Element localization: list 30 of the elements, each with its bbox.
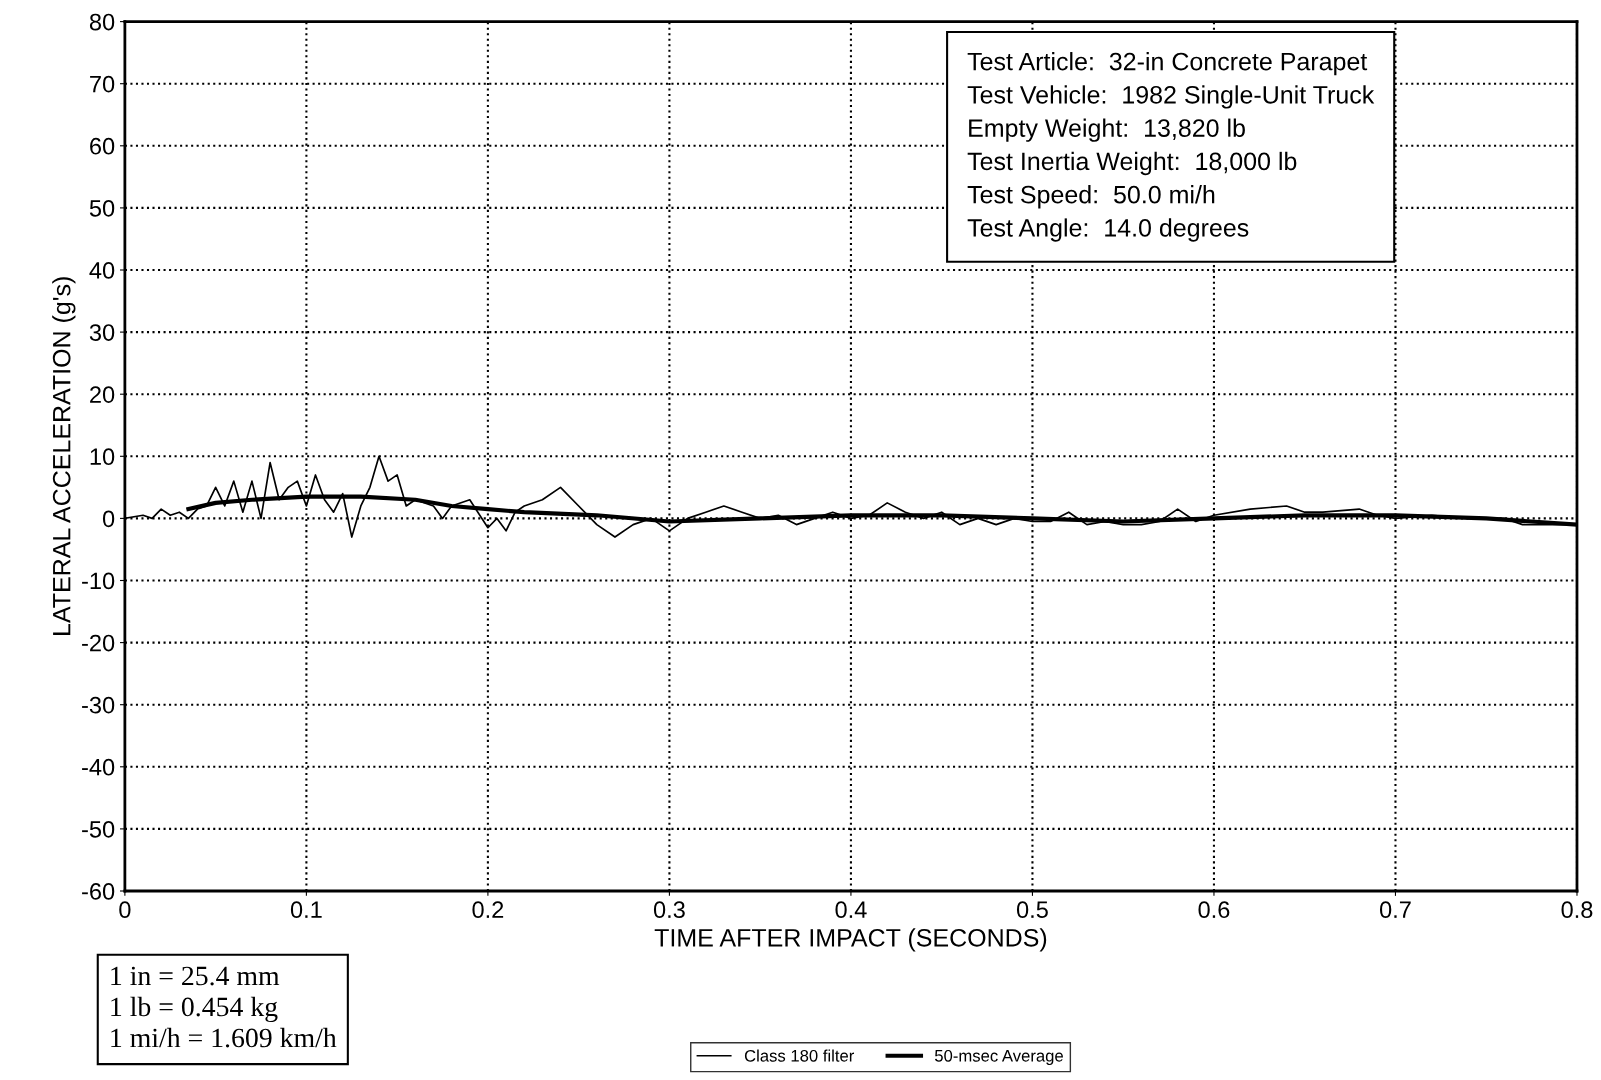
legend-label: Class 180 filter: [744, 1049, 855, 1062]
y-tick-label: 40: [89, 262, 115, 279]
annotation: Test Article: 32-in Concrete Parapet Test Vehicle: 1982 Single-Unit Truck Empty Weight: 13,820 lb Test Inertia Weight: 18,000 lb Test Speed: 50.0 mi/h Test Angle: 14.0 degrees: [967, 52, 1375, 242]
y-tick-label: 50: [89, 199, 115, 217]
x-tick-label: 0.3: [653, 901, 685, 919]
y-tick-label: 60: [90, 137, 115, 155]
x-tick-label: 0.4: [835, 901, 867, 919]
y-tick-label: 20: [90, 386, 115, 403]
x-tick-label: 0.1: [290, 901, 322, 919]
y-tick-label: 80: [89, 13, 115, 31]
x-tick-label: 0.6: [1198, 901, 1230, 919]
x-tick-label: 0: [119, 901, 131, 919]
y-tick-label: 0: [102, 510, 115, 528]
text: 1 in = 25.4 mm 1 lb = 0.454 kg 1 mi/h = 1.609 km/h: [111, 966, 337, 1048]
y-tick-label: -60: [82, 883, 115, 900]
y-tick-label: -30: [82, 696, 115, 714]
x-tick-label: 0.2: [472, 901, 504, 919]
y-tick-label: 30: [89, 324, 115, 341]
y-tick-label: -50: [82, 820, 115, 838]
x-tick-label: 0.8: [1561, 901, 1593, 919]
x-tick-label: 0.5: [1016, 901, 1048, 919]
y-tick-label: 70: [90, 75, 115, 93]
y-tick-label: -40: [82, 758, 115, 776]
y-axis-title: LATERAL ACCELERATION (g's): [52, 277, 76, 635]
legend-label: 50-msec Average: [934, 1049, 1063, 1065]
x-axis-title: TIME AFTER IMPACT (SECONDS): [654, 928, 1047, 952]
y-tick-label: -20: [82, 634, 115, 652]
x-tick-label: 0.7: [1379, 901, 1411, 919]
y-tick-label: 10: [90, 448, 115, 466]
y-tick-label: -10: [82, 572, 115, 590]
